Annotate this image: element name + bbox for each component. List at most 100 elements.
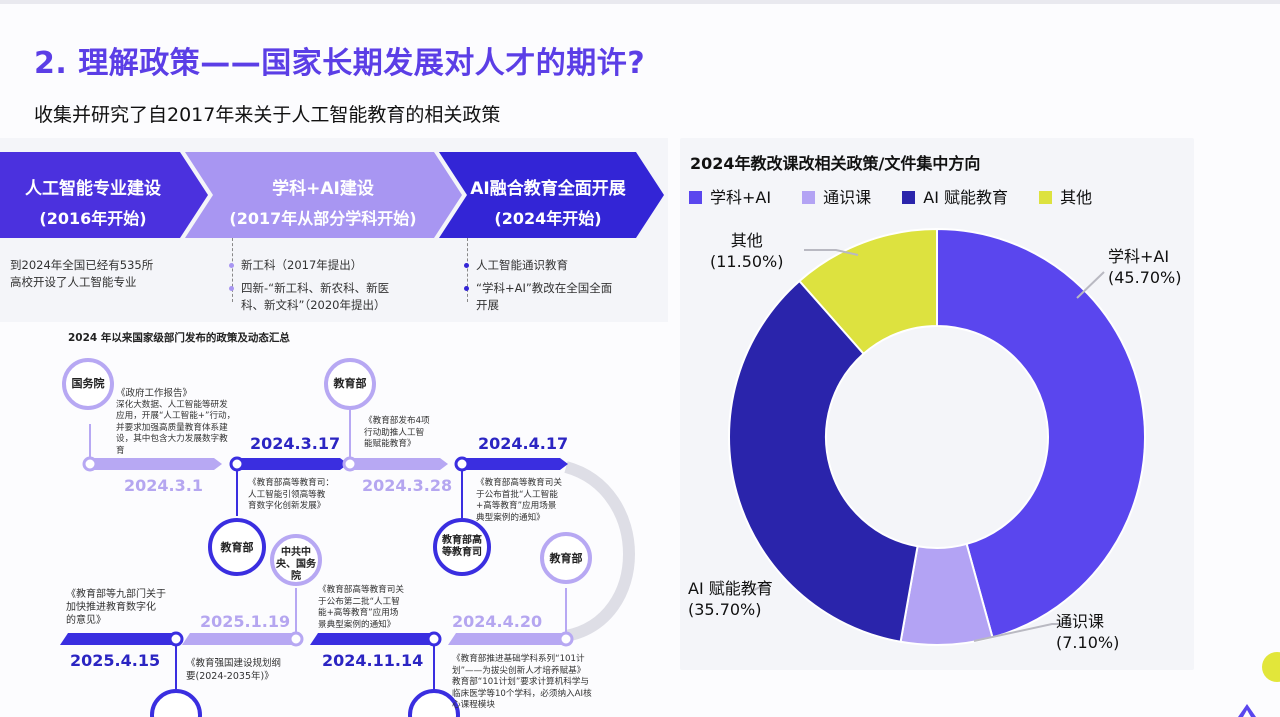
org-label-gaodeng: 教育部高等教育司	[442, 535, 482, 558]
accent-dot	[1262, 652, 1280, 682]
event-detail: 能赋能教育》	[364, 439, 416, 449]
event-detail: 能+高等教育”应用场	[318, 608, 399, 618]
event-extra: 心课程模块	[452, 700, 495, 710]
leader-funeng	[749, 581, 771, 593]
event-detail: +高等教育”应用场景	[476, 501, 557, 511]
legend-label: 通识课	[823, 188, 872, 207]
event-doc: 《教育强国建设规划纲	[186, 658, 282, 669]
event-detail: 典型案例的通知》	[476, 512, 545, 523]
bar-2025-1-19	[182, 633, 292, 645]
timeline-date: 2024.4.17	[478, 434, 569, 453]
stage-2-connector	[232, 238, 233, 302]
event-detail: 要(2024-2035年)》	[186, 671, 274, 682]
stage-2-note-line: 科、新文科”（2020年提出）	[241, 298, 386, 312]
pie-label-value: (45.70%)	[1108, 268, 1182, 287]
node-2024-4-20	[558, 631, 574, 647]
event-note-2024-4-20: 《教育部推进基础学科系列“101计 划”——为拔尖创新人才培养赋基》 教育部“1…	[452, 654, 592, 712]
stage-2-title: 学科+AI建设	[272, 179, 374, 199]
org-circle-jiaoyubu-right	[540, 532, 592, 584]
event-note-2024-3-17: 《教育部高等教育司： 人工智能引领高等教 育数字化创新发展》	[248, 478, 334, 513]
pie-label-funeng: AI 赋能教育 (35.70%)	[688, 578, 773, 620]
pie-label-name: 其他	[730, 231, 763, 250]
node-2024-3-17	[229, 456, 245, 472]
stage-2-label: 学科+AI建设 (2017年从部分学科开始)	[212, 174, 434, 229]
event-detail: 加快推进教育数字化	[66, 602, 156, 613]
pie-label-qita: 其他 (11.50%)	[710, 230, 784, 272]
org-circle-bottom-left	[150, 689, 202, 717]
pie-label-value: (35.70%)	[688, 600, 762, 619]
stage-1-label: 人工智能专业建设 (2016年开始)	[0, 174, 186, 229]
bar-2024-3-17	[238, 458, 348, 470]
bar-2024-11-14	[310, 633, 432, 645]
event-detail: 育	[116, 445, 125, 456]
slide-subtitle: 收集并研究了自2017年来关于人工智能教育的相关政策	[34, 104, 501, 126]
stage-1-note-line: 到2024年全国已经有535所	[10, 258, 154, 272]
event-note-2025-1-19: 《教育强国建设规划纲 要(2024-2035年)》	[186, 657, 281, 683]
bar-2024-3-28	[352, 458, 448, 470]
stage-1-title: 人工智能专业建设	[25, 179, 161, 199]
timeline-date: 2025.4.15	[70, 651, 161, 670]
org-label-jiaoyubu: 教育部	[220, 541, 254, 554]
legend-item: AI 赋能教育	[902, 184, 1008, 208]
slice-ai-funeng	[728, 279, 919, 643]
event-detail: 深化大数据、人工智能等研发	[116, 399, 228, 410]
pie-label-value: (11.50%)	[710, 252, 784, 271]
legend-swatch	[902, 191, 916, 204]
bullet-dot	[229, 286, 234, 291]
timeline-title: 2024 年以来国家级部门发布的政策及动态汇总	[68, 332, 290, 344]
stage-3-label: AI融合教育全面开展 (2024年开始)	[460, 174, 636, 229]
node-2024-3-28	[342, 456, 358, 472]
event-doc: 《政府工作报告》	[116, 388, 193, 399]
stage-1-period: (2016年开始)	[39, 209, 147, 228]
slice-xueke-ai	[936, 227, 1146, 639]
stage-2-notes: 新工科（2017年提出） 四新-“新工科、新农科、新医 科、新文科”（2020年…	[229, 257, 389, 314]
legend-swatch	[802, 191, 816, 204]
pie-label-value: (7.10%)	[1056, 633, 1120, 652]
stage-1-note: 到2024年全国已经有535所 高校开设了人工智能专业	[10, 257, 153, 291]
stage-arrow-1	[0, 152, 208, 238]
leader-tongshi	[973, 623, 1072, 642]
legend-swatch	[1039, 191, 1053, 204]
org-circle-zhonggong	[270, 534, 322, 586]
pie-label-tongshi: 通识课 (7.10%)	[1056, 611, 1119, 653]
event-detail: 景典型案例的通知》	[318, 619, 396, 630]
node-2024-4-17	[454, 456, 470, 472]
leader-xueke	[1076, 271, 1105, 299]
stage-arrow-3	[439, 152, 664, 238]
slice-qita	[798, 227, 938, 356]
event-detail: 于公布首批“人工智能	[476, 489, 558, 500]
org-circle-gaodeng	[433, 518, 491, 576]
chart-title: 2024年教改课改相关政策/文件集中方向	[690, 154, 981, 173]
donut-chart	[728, 227, 1146, 646]
event-doc: 《教育部高等教育司关	[476, 478, 562, 488]
bar-2024-4-20	[448, 633, 562, 645]
event-detail: 人工智能引领高等教	[248, 489, 326, 500]
stage-arrow-2	[185, 152, 462, 238]
legend-label: 学科+AI	[710, 188, 772, 207]
org-label-jiaoyubu: 教育部	[549, 552, 583, 565]
policy-timeline-graphic	[60, 358, 635, 717]
logo-mark-icon	[1238, 704, 1256, 717]
node-2025-4-15	[168, 631, 184, 647]
org-circle-bottom-mid	[408, 689, 460, 717]
pie-label-name: 学科+AI	[1108, 247, 1170, 266]
legend-swatch	[689, 191, 702, 204]
bar-2024-3-1	[90, 458, 222, 470]
event-doc: 《教育部推进基础学科系列“101计	[452, 654, 585, 664]
org-label-zhonggong: 中共中央、国务院	[276, 547, 316, 582]
org-label-guowuyuan: 国务院	[71, 377, 105, 390]
stage-3-note-line: 人工智能通识教育	[476, 258, 568, 272]
org-circle-jiaoyubu-low	[208, 518, 266, 576]
event-detail: 应用，开展“人工智能+”行动，	[116, 411, 236, 421]
leader-qita	[804, 249, 859, 256]
timeline-date: 2024.3.17	[250, 434, 341, 453]
stage-2-period: (2017年从部分学科开始)	[229, 209, 417, 228]
bullet-dot	[464, 286, 469, 291]
stage-arrows	[0, 152, 664, 238]
node-2024-3-1	[82, 456, 98, 472]
node-2024-11-14	[426, 631, 442, 647]
org-circle-guowuyuan	[62, 358, 114, 410]
stage-3-notes: 人工智能通识教育 “学科+AI”教改在全国全面 开展	[464, 257, 612, 314]
legend-item: 学科+AI	[689, 184, 771, 208]
